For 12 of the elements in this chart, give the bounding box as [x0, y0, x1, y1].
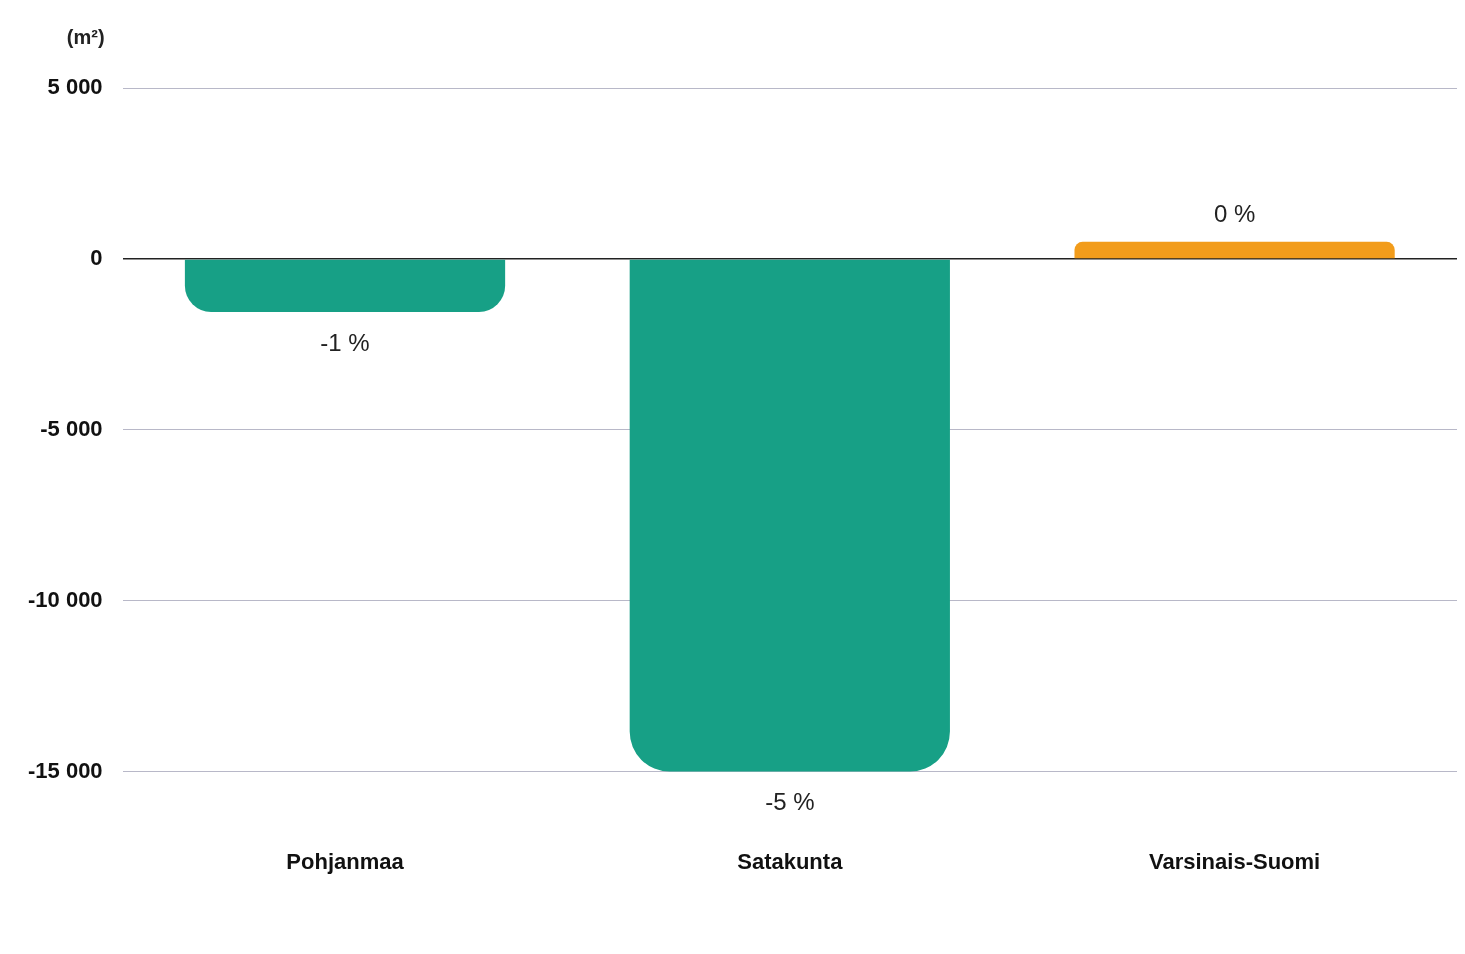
annotation: -5 %: [765, 788, 815, 816]
y-axis-title: (m²): [66, 25, 105, 48]
x-tick-label: Varsinais-Suomi: [1149, 848, 1321, 874]
y-tick-label: 0: [90, 244, 103, 270]
y-tick-label: 5 000: [47, 74, 103, 100]
y-tick-label: -10 000: [27, 586, 103, 612]
annotation: 0 %: [1213, 200, 1256, 228]
y-tick-label: -5 000: [40, 415, 103, 441]
annotation: -1 %: [320, 328, 370, 356]
y-tick-label: -15 000: [27, 757, 103, 783]
x-tick-label: Pohjanmaa: [286, 848, 405, 874]
x-tick-label: Satakunta: [737, 848, 844, 874]
